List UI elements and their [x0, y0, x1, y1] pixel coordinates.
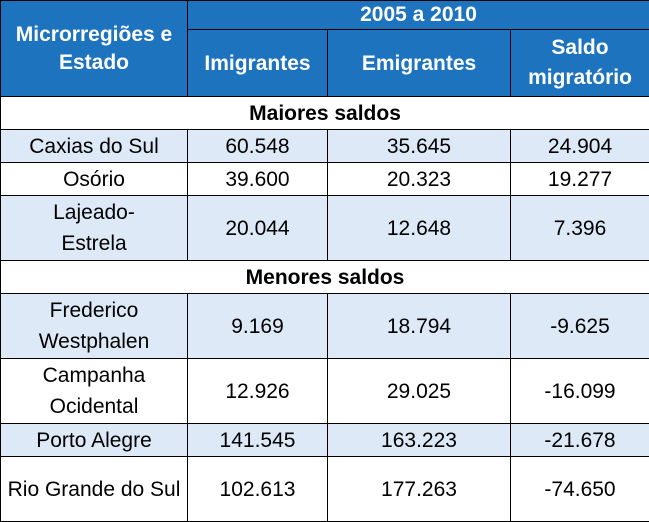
row-imigrantes: 39.600	[188, 163, 328, 196]
table-row: Caxias do Sul 60.548 35.645 24.904	[1, 130, 649, 163]
header-region: Microrregiões e Estado	[1, 1, 188, 97]
row-saldo: 24.904	[511, 130, 649, 163]
header-saldo: Saldo migratório	[511, 30, 649, 97]
table-row: Lajeado-Estrela 20.044 12.648 7.396	[1, 196, 649, 261]
row-emigrantes: 12.648	[328, 196, 511, 261]
row-imigrantes: 12.926	[188, 359, 328, 424]
row-name: Lajeado-Estrela	[1, 196, 188, 261]
row-saldo: 7.396	[511, 196, 649, 261]
row-emigrantes: 35.645	[328, 130, 511, 163]
row-imigrantes: 102.613	[188, 457, 328, 522]
row-saldo: 19.277	[511, 163, 649, 196]
table-row: Rio Grande do Sul 102.613 177.263 -74.65…	[1, 457, 649, 522]
row-imigrantes: 60.548	[188, 130, 328, 163]
row-imigrantes: 141.545	[188, 424, 328, 457]
row-emigrantes: 20.323	[328, 163, 511, 196]
header-emigrantes: Emigrantes	[328, 30, 511, 97]
row-emigrantes: 177.263	[328, 457, 511, 522]
table-row: Osório 39.600 20.323 19.277	[1, 163, 649, 196]
header-period: 2005 a 2010	[188, 1, 649, 30]
header-imigrantes: Imigrantes	[188, 30, 328, 97]
row-saldo: -74.650	[511, 457, 649, 522]
row-emigrantes: 29.025	[328, 359, 511, 424]
row-emigrantes: 163.223	[328, 424, 511, 457]
row-imigrantes: 9.169	[188, 294, 328, 359]
row-name: Porto Alegre	[1, 424, 188, 457]
table-row: Frederico Westphalen 9.169 18.794 -9.625	[1, 294, 649, 359]
row-name: Campanha Ocidental	[1, 359, 188, 424]
table-row: Porto Alegre 141.545 163.223 -21.678	[1, 424, 649, 457]
row-emigrantes: 18.794	[328, 294, 511, 359]
row-name: Rio Grande do Sul	[1, 457, 188, 522]
row-name: Osório	[1, 163, 188, 196]
row-name: Frederico Westphalen	[1, 294, 188, 359]
table-row: Campanha Ocidental 12.926 29.025 -16.099	[1, 359, 649, 424]
row-saldo: -21.678	[511, 424, 649, 457]
row-imigrantes: 20.044	[188, 196, 328, 261]
section-menores-saldos: Menores saldos	[1, 261, 649, 294]
row-name: Caxias do Sul	[1, 130, 188, 163]
row-saldo: -16.099	[511, 359, 649, 424]
section-maiores-saldos: Maiores saldos	[1, 97, 649, 130]
row-saldo: -9.625	[511, 294, 649, 359]
